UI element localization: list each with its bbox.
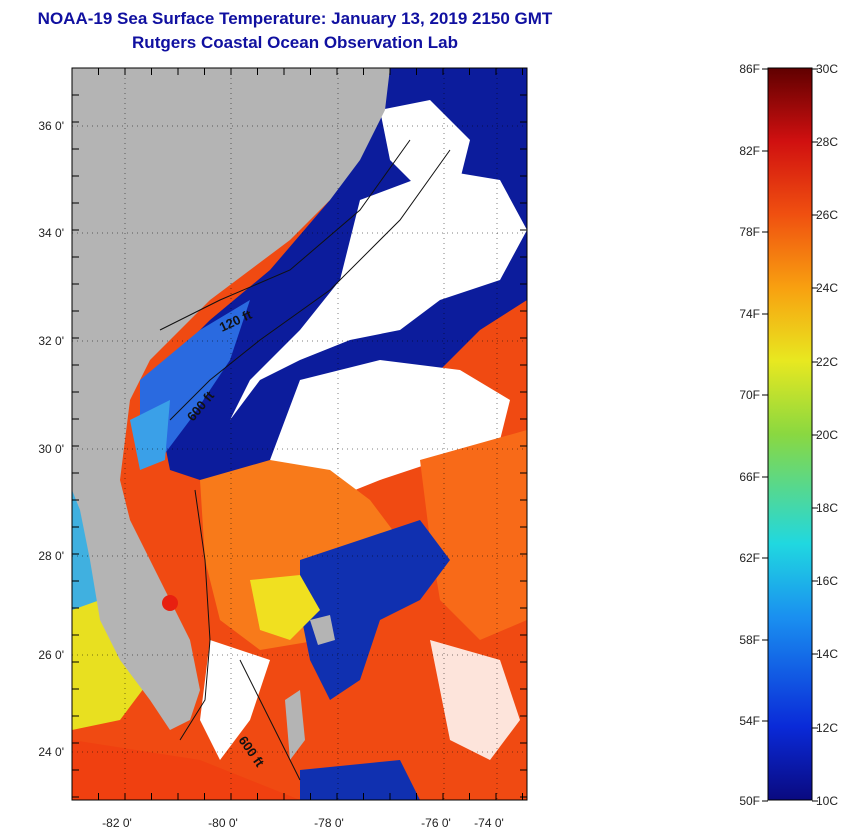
island-grand-bahama xyxy=(310,615,335,645)
cloud-patch-south xyxy=(200,640,270,760)
ocean-south xyxy=(72,740,300,800)
colorbar-label-c: 26C xyxy=(816,208,838,222)
colorbar-label-c: 18C xyxy=(816,501,838,515)
colorbar-label-f: 86F xyxy=(739,62,760,76)
map-ticks xyxy=(71,67,527,800)
contour-600ft xyxy=(169,149,451,421)
longitude-labels: -82 0' -80 0' -78 0' -76 0' -74 0' xyxy=(102,816,504,830)
colorbar-label-c: 24C xyxy=(816,281,838,295)
island-andros xyxy=(285,690,305,760)
contour-120ft xyxy=(159,139,411,331)
colorbar-label-f: 82F xyxy=(739,144,760,158)
colorbar-label-c: 28C xyxy=(816,135,838,149)
lat-label: 34 0' xyxy=(38,226,64,240)
colorbar-label-c: 12C xyxy=(816,721,838,735)
colorbar-label-c: 16C xyxy=(816,574,838,588)
latitude-labels: 36 0' 34 0' 32 0' 30 0' 28 0' 26 0' 24 0' xyxy=(38,119,64,759)
colorbar-scale xyxy=(767,67,813,801)
lat-label: 26 0' xyxy=(38,648,64,662)
cloud-patch-ne xyxy=(380,100,470,190)
cool-water-nearshore xyxy=(130,400,170,470)
cloud-band-mid xyxy=(270,360,510,500)
colorbar-label-f: 50F xyxy=(739,794,760,808)
colorbar-label-f: 78F xyxy=(739,225,760,239)
colorbar-label-f: 70F xyxy=(739,388,760,402)
map-frame xyxy=(71,67,528,801)
colorbar-label-f: 54F xyxy=(739,714,760,728)
colorbar-label-f: 62F xyxy=(739,551,760,565)
lat-label: 24 0' xyxy=(38,745,64,759)
cloud-band-north xyxy=(230,170,527,420)
colorbar-label-f: 58F xyxy=(739,633,760,647)
colorbar-label-c: 10C xyxy=(816,794,838,808)
colorbar-label-c: 14C xyxy=(816,647,838,661)
contour-bahamas xyxy=(239,659,301,781)
cloud-patch-se xyxy=(430,640,520,760)
colorbar-label-c: 30C xyxy=(816,62,838,76)
lon-label: -80 0' xyxy=(208,816,238,830)
colorbar-label-f: 74F xyxy=(739,307,760,321)
map-subtitle: Rutgers Coastal Ocean Observation Lab xyxy=(132,33,458,52)
bahamas-bank-warm xyxy=(250,575,320,640)
map-gridlines xyxy=(72,68,527,800)
colorbar-label-c: 20C xyxy=(816,428,838,442)
fahrenheit-labels: 86F 82F 78F 74F 70F 66F 62F 58F 54F 50F xyxy=(739,62,768,808)
lon-label: -78 0' xyxy=(314,816,344,830)
celsius-labels: 30C 28C 26C 24C 22C 20C 18C 16C 14C 12C 10C xyxy=(812,62,838,808)
map-imagery xyxy=(72,68,527,800)
lat-label: 36 0' xyxy=(38,119,64,133)
lat-label: 30 0' xyxy=(38,442,64,456)
lon-label: -82 0' xyxy=(102,816,132,830)
lake-okeechobee xyxy=(162,595,178,611)
warm-water-east xyxy=(420,430,527,640)
map-title: NOAA-19 Sea Surface Temperature: January… xyxy=(37,9,553,28)
gulf-cool-water xyxy=(72,490,100,610)
land-us-southeast xyxy=(72,68,390,730)
colorbar-label-c: 22C xyxy=(816,355,838,369)
lat-label: 32 0' xyxy=(38,334,64,348)
contour-florida-shelf xyxy=(179,489,211,741)
colorbar-label-f: 66F xyxy=(739,470,760,484)
lon-label: -76 0' xyxy=(421,816,451,830)
lon-label: -74 0' xyxy=(474,816,504,830)
cold-south xyxy=(300,760,420,800)
lat-label: 28 0' xyxy=(38,549,64,563)
